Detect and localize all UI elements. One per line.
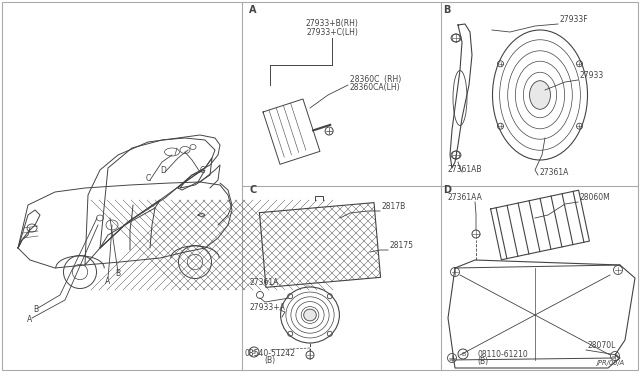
- Text: 27361A: 27361A: [540, 168, 570, 177]
- Text: (B): (B): [477, 357, 488, 366]
- Text: A: A: [106, 278, 111, 286]
- Text: B: B: [443, 5, 451, 15]
- Text: JPR/00/A: JPR/00/A: [596, 360, 624, 366]
- Text: B: B: [461, 352, 465, 356]
- Text: 27361AA: 27361AA: [447, 193, 482, 202]
- Text: 27933: 27933: [580, 71, 604, 80]
- Text: C: C: [249, 185, 256, 195]
- Text: C: C: [200, 166, 205, 174]
- Text: 28070L: 28070L: [588, 341, 616, 350]
- Text: 27933F: 27933F: [560, 15, 589, 24]
- Text: 27933+B(RH): 27933+B(RH): [305, 19, 358, 28]
- Text: 28060M: 28060M: [580, 193, 611, 202]
- Ellipse shape: [304, 309, 316, 321]
- Text: B: B: [33, 305, 38, 314]
- Text: D: D: [160, 166, 166, 174]
- Text: B: B: [115, 269, 120, 279]
- Text: D: D: [443, 185, 451, 195]
- Text: 28175: 28175: [390, 241, 414, 250]
- Text: 08110-61210: 08110-61210: [477, 350, 528, 359]
- Text: 27361AB: 27361AB: [447, 165, 481, 174]
- Text: 27933+C(LH): 27933+C(LH): [306, 28, 358, 37]
- Text: A: A: [28, 315, 33, 324]
- Text: 28360C  (RH): 28360C (RH): [350, 75, 401, 84]
- Text: S: S: [252, 350, 256, 355]
- Text: A: A: [249, 5, 257, 15]
- Text: (B): (B): [264, 356, 276, 365]
- Text: 2817B: 2817B: [382, 202, 406, 211]
- Text: 27933+A: 27933+A: [250, 303, 286, 312]
- Ellipse shape: [529, 81, 550, 109]
- Text: 28360CA(LH): 28360CA(LH): [350, 83, 401, 92]
- Text: 27361A: 27361A: [250, 278, 280, 287]
- Text: 08540-51242: 08540-51242: [244, 349, 296, 358]
- Text: C: C: [145, 173, 150, 183]
